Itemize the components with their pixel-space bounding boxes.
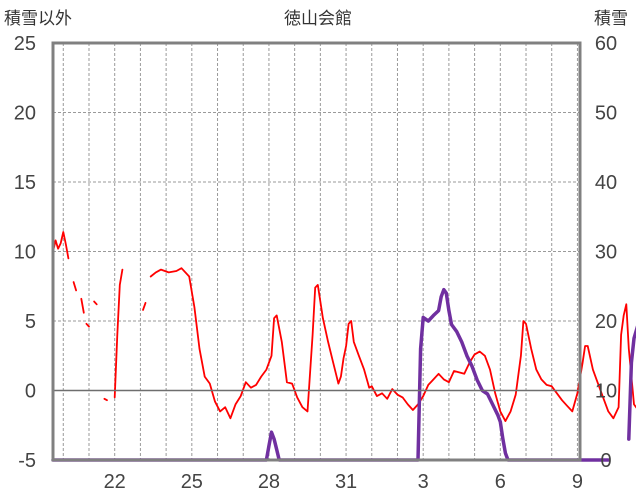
series-group — [51, 231, 636, 462]
series-segment — [80, 297, 85, 314]
left-tick-label: 15 — [14, 172, 36, 194]
x-tick-label: 22 — [104, 471, 126, 493]
x-tick-label: 31 — [335, 471, 357, 493]
gridlines — [53, 43, 580, 460]
x-tick-label: 9 — [572, 471, 583, 493]
series-segment — [72, 281, 77, 292]
series-segment — [52, 231, 70, 260]
right-tick-label: 20 — [595, 311, 617, 333]
right-tick-label: 60 — [595, 33, 617, 55]
series-segment — [142, 301, 147, 311]
series-segment — [103, 397, 108, 402]
right-tick-label: 40 — [595, 172, 617, 194]
series-segment — [93, 300, 98, 306]
right-axis-label: 積雪 — [594, 9, 628, 29]
series-line-1 — [51, 287, 636, 462]
left-tick-label: 5 — [25, 311, 36, 333]
left-tick-label: 10 — [14, 242, 36, 264]
x-tick-label: 6 — [495, 471, 506, 493]
left-tick-label: 0 — [25, 381, 36, 403]
left-tick-label: 25 — [14, 33, 36, 55]
left-axis-ticks: -5 0 5 10 15 20 25 — [14, 33, 36, 472]
series-segment — [149, 267, 636, 423]
left-axis-label: 積雪以外 — [4, 9, 72, 29]
x-tick-label: 25 — [181, 471, 203, 493]
left-tick-label: -5 — [18, 450, 36, 472]
x-tick-label: 3 — [418, 471, 429, 493]
series-segment — [113, 268, 124, 399]
left-tick-label: 20 — [14, 103, 36, 125]
x-tick-label: 28 — [258, 471, 280, 493]
chart-title: 徳山会館 — [284, 9, 352, 29]
plot-frame — [51, 41, 582, 462]
right-axis-ticks: 0 10 20 30 40 50 60 — [595, 33, 617, 472]
series-line-0 — [52, 231, 636, 423]
series-segment — [85, 322, 90, 328]
right-tick-label: 0 — [600, 450, 611, 472]
series-segment — [51, 287, 611, 462]
right-tick-label: 30 — [595, 242, 617, 264]
x-axis-ticks: 22252831369121518 — [104, 471, 583, 493]
right-tick-label: 10 — [595, 381, 617, 403]
right-tick-label: 50 — [595, 103, 617, 125]
